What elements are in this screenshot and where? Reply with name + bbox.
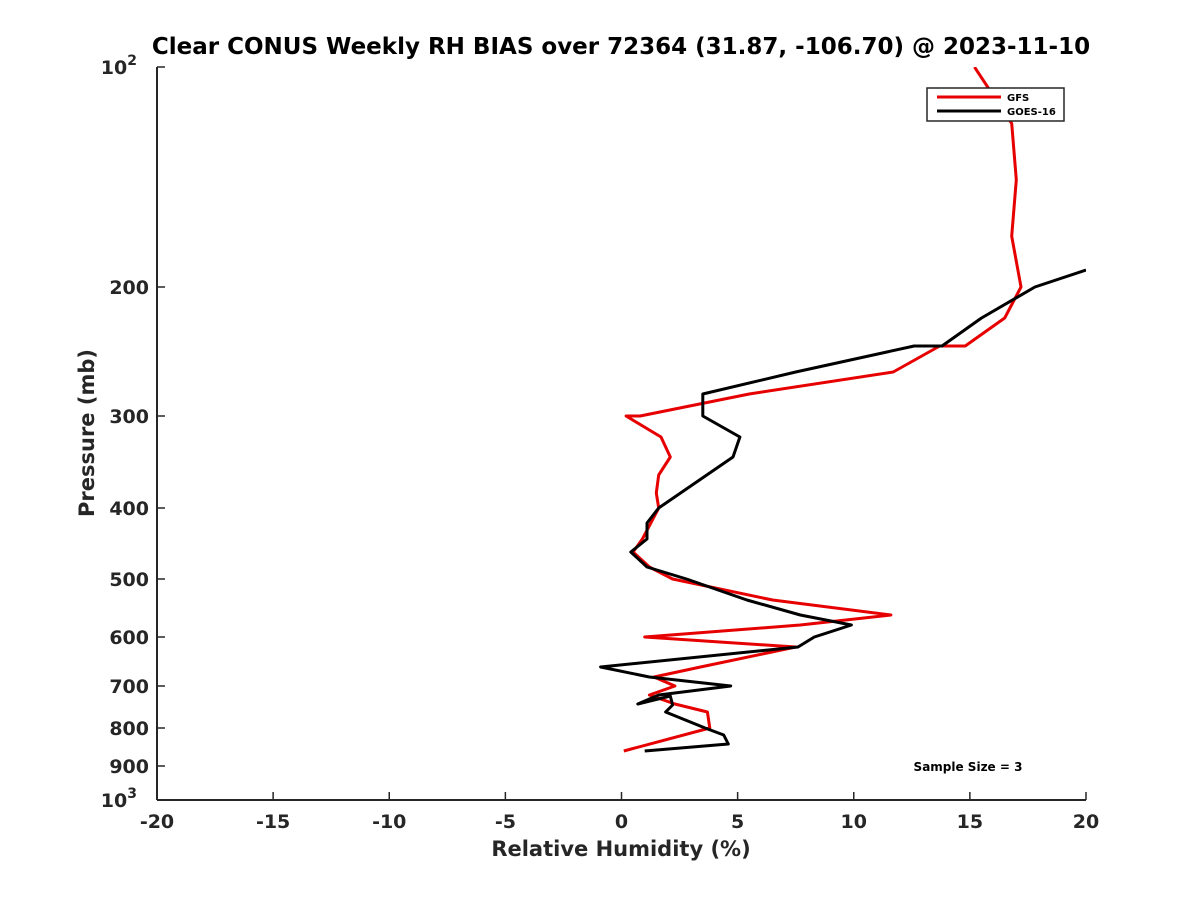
y-tick-label: 800 bbox=[109, 718, 149, 740]
x-tick-label: -15 bbox=[256, 811, 290, 833]
y-tick-label: 600 bbox=[109, 627, 149, 649]
y-tick-label: 102 bbox=[101, 53, 137, 79]
x-tick-label: -5 bbox=[495, 811, 516, 833]
x-tick-label: -20 bbox=[140, 811, 174, 833]
x-axis-label: Relative Humidity (%) bbox=[491, 837, 750, 861]
x-tick-label: -10 bbox=[372, 811, 406, 833]
x-tick-label: 20 bbox=[1073, 811, 1099, 833]
plot-area: -20 -15 -10 -5 0 5 10 15 20 102 200 300 400 500 600 700… bbox=[101, 53, 1099, 833]
series-line-goes-16 bbox=[599, 268, 1086, 753]
y-tick-label: 300 bbox=[109, 406, 149, 428]
sample-size-annotation: Sample Size = 3 bbox=[914, 760, 1023, 774]
legend-entry: GOES-16 bbox=[1007, 107, 1056, 118]
legend-entry: GFS bbox=[1007, 93, 1029, 104]
y-tick-label: 200 bbox=[109, 277, 149, 299]
x-tick-label: 10 bbox=[841, 811, 867, 833]
x-tick-label: 5 bbox=[731, 811, 744, 833]
chart-title: Clear CONUS Weekly RH BIAS over 72364 (3… bbox=[152, 34, 1090, 60]
y-tick-label: 103 bbox=[101, 786, 137, 812]
y-tick-label: 400 bbox=[109, 498, 149, 520]
x-tick-label: 15 bbox=[957, 811, 983, 833]
series-line-gfs bbox=[623, 67, 1023, 753]
y-tick-label: 700 bbox=[109, 676, 149, 698]
y-tick-label: 500 bbox=[109, 569, 149, 591]
x-tick-label: 0 bbox=[615, 811, 628, 833]
y-tick-label: 900 bbox=[109, 756, 149, 778]
y-axis-label: Pressure (mb) bbox=[75, 349, 99, 517]
legend-box bbox=[926, 87, 1065, 122]
